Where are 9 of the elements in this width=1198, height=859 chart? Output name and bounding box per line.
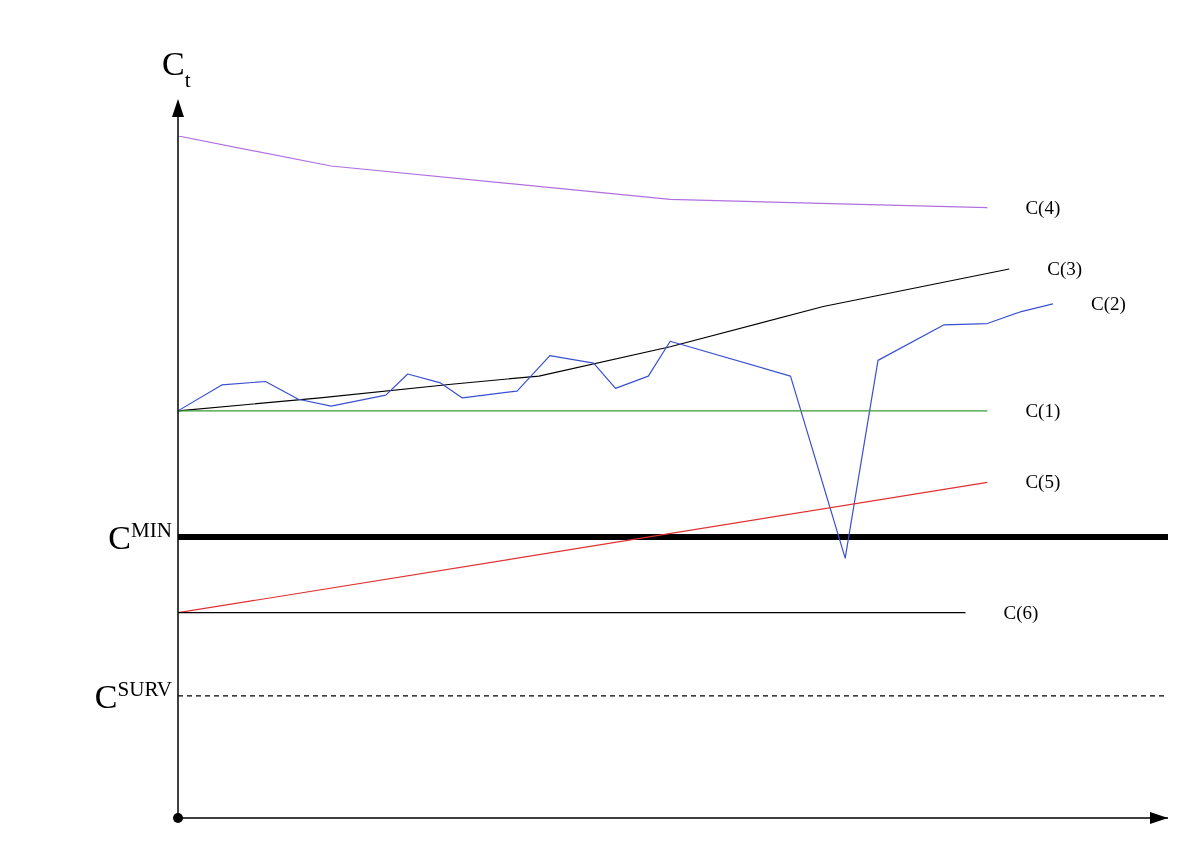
ref-line-label: C$^{SURV}$: [94, 676, 172, 715]
text: C(1): [1025, 399, 1061, 422]
text: C(4): [1025, 196, 1061, 219]
text: C(2): [1091, 292, 1126, 315]
ref-line-label: C$^{MIN}$: [108, 518, 172, 557]
y-axis-title: C$_{t}$: [162, 45, 191, 92]
text: C(6): [1003, 601, 1039, 624]
text: C(3): [1047, 257, 1083, 280]
text: C(5): [1025, 471, 1061, 494]
